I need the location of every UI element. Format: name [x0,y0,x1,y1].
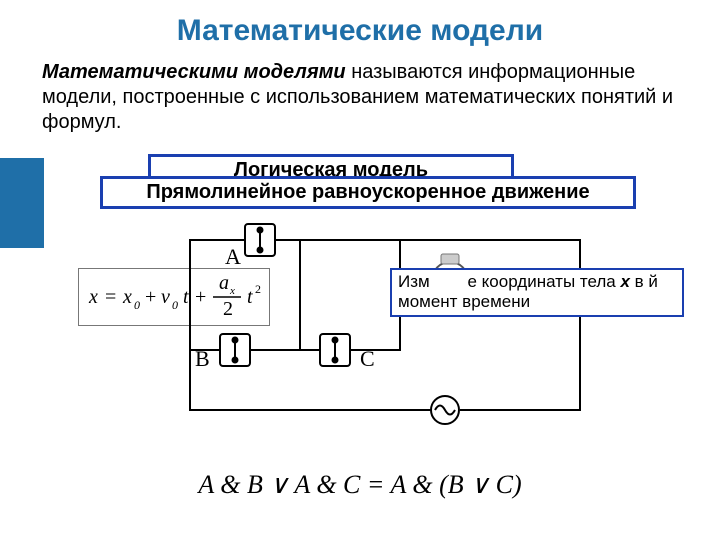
label-c: C [360,346,375,372]
box-note: Изм е координаты тела x в й момент време… [390,268,684,317]
logic-equation: A & B ∨ A & C = A & (B ∨ C) [0,470,720,500]
note-x: x [620,272,629,291]
fx-lhs: x [88,286,98,308]
intro-text: Математическими моделями называются инфо… [42,60,678,135]
box-note-text: Изм е координаты тела x в й момент време… [392,270,682,315]
box-linear-motion-label: Прямолинейное равноускоренное движение [103,179,633,206]
page-title: Математические модели [0,14,720,48]
fx-x0: x [122,286,132,308]
note-mid: е координаты тела [468,272,621,291]
intro-lead: Математическими моделями [42,61,346,83]
accent-bar [0,158,44,248]
fx-eq: = [105,286,116,308]
note-prefix: Изм [398,272,430,291]
slide-root: Математические модели Математическими мо… [0,0,720,540]
box-linear-motion: Прямолинейное равноускоренное движение [100,176,636,209]
label-b: B [195,346,210,372]
fx-x0-sub: 0 [134,298,140,312]
circuit-diagram [150,210,620,460]
label-a: A [225,244,241,270]
